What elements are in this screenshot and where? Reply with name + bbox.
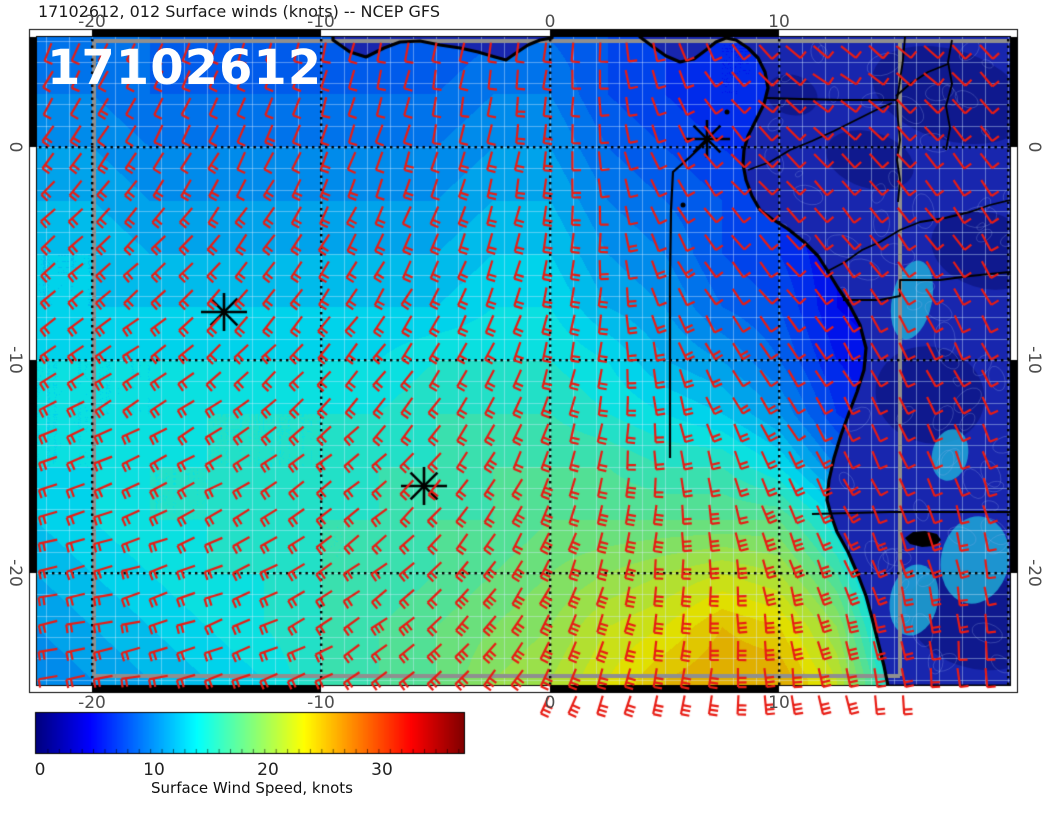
colorbar-tick-20: 20 — [257, 760, 279, 780]
axis-label-lon-bottom--10: -10 — [307, 693, 335, 713]
colorbar-tick-0: 0 — [34, 760, 46, 780]
axis-label-lon-top--20: -20 — [78, 12, 106, 32]
axis-label-lon-bottom--20: -20 — [78, 693, 106, 713]
axis-label-lon-top--10: -10 — [307, 12, 335, 32]
chart-title: 17102612, 012 Surface winds (knots) -- N… — [38, 2, 440, 21]
forecast-cycle-stamp: 17102612 — [47, 40, 323, 96]
colorbar-tick-30: 30 — [371, 760, 393, 780]
axis-label-lat-left--20: -20 — [5, 559, 25, 587]
axis-label-lat-right--10: -10 — [1024, 346, 1044, 374]
axis-label-lat-right-0: 0 — [1024, 141, 1044, 153]
axis-label-lat-left-0: 0 — [5, 141, 25, 153]
colorbar-tick-10: 10 — [143, 760, 165, 780]
axis-label-lon-bottom-0: 0 — [544, 693, 556, 713]
axis-label-lon-top-10: 10 — [768, 12, 790, 32]
axis-label-lat-right--20: -20 — [1024, 559, 1044, 587]
colorbar-title: Surface Wind Speed, knots — [150, 779, 354, 797]
axis-label-lat-left--10: -10 — [5, 346, 25, 374]
axis-label-lon-bottom-10: 10 — [768, 693, 790, 713]
axis-label-lon-top-0: 0 — [544, 12, 556, 32]
